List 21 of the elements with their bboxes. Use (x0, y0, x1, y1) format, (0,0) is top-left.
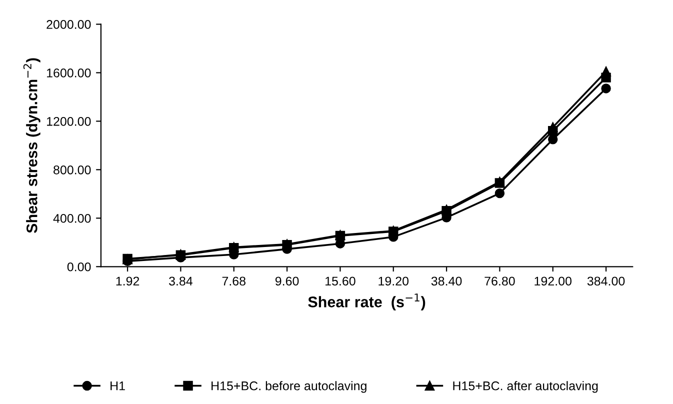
x-tick-label: 1.92 (116, 276, 140, 286)
y-axis-title: Shear stress (dyn.cm$^{−2}$) (23, 58, 40, 233)
y-tick-label: 400.00 (53, 214, 91, 223)
x-tick-label: 3.84 (169, 276, 192, 286)
x-axis-title: Shear rate (s$^{−1}$) (308, 294, 426, 310)
x-tick-label: 384.00 (587, 276, 625, 286)
x-tick-label: 15.60 (326, 276, 356, 286)
y-tick-label: 1600.00 (47, 68, 91, 78)
x-tick-label: 192.00 (534, 276, 572, 286)
y-tick-label: 1200.00 (47, 117, 91, 126)
x-tick-label: 9.60 (275, 276, 299, 286)
y-tick-label: 800.00 (54, 165, 91, 174)
x-tick-label: 19.20 (378, 276, 409, 286)
legend-label: H15+BC. before autoclaving (212, 381, 366, 393)
y-tick-label: 2000.00 (46, 20, 91, 29)
x-tick-label: 7.68 (222, 276, 246, 286)
x-tick-label: 38.40 (431, 276, 462, 286)
legend-label: H15+BC. after autoclaving (453, 381, 598, 393)
legend-label: H1 (110, 382, 125, 390)
x-tick-label: 76.80 (484, 276, 515, 286)
y-tick-label: 0.00 (67, 262, 91, 272)
